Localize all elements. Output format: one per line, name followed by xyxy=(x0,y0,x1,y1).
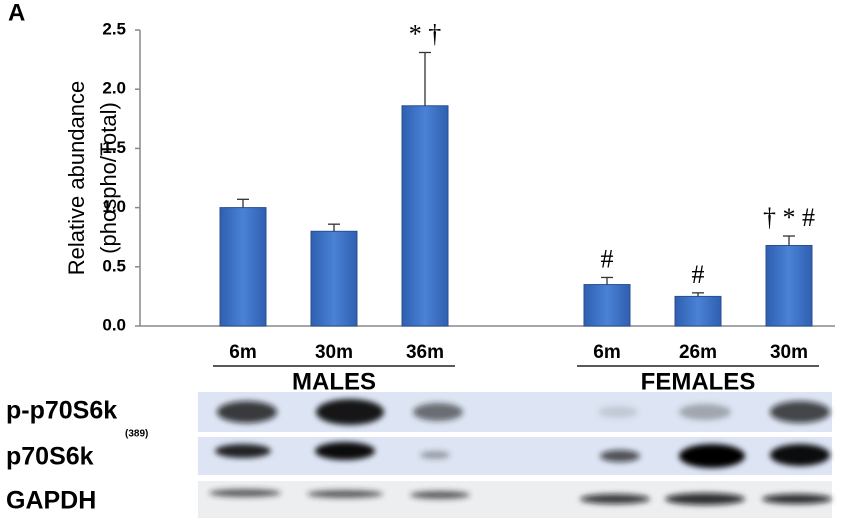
x-tick-label: 36m xyxy=(406,342,444,363)
annotation: # xyxy=(601,244,614,273)
y-tick-label: 0.5 xyxy=(102,256,126,275)
x-tick-label: 6m xyxy=(229,342,256,363)
x-tick-label: 30m xyxy=(315,342,353,363)
annotation: † * # xyxy=(763,203,815,232)
y-tick-label: 1.5 xyxy=(102,138,126,157)
bar xyxy=(675,296,721,326)
x-tick-label: 6m xyxy=(593,342,620,363)
annotation: * † xyxy=(409,19,442,48)
bar xyxy=(220,208,266,326)
blot-label: p70S6k xyxy=(6,443,94,471)
figure: A Relative abundance (phospho/Total) xyxy=(0,0,841,519)
blot-sublabel: (389) xyxy=(125,429,148,440)
blot-label: GAPDH xyxy=(6,487,96,515)
x-tick-label: 30m xyxy=(770,342,808,363)
panel-label: A xyxy=(8,0,25,26)
annotation: # xyxy=(692,260,705,289)
group-label: FEMALES xyxy=(641,368,756,395)
blot-label: p-p70S6k xyxy=(6,397,117,425)
y-tick-label: 2.0 xyxy=(102,79,126,98)
bar xyxy=(584,285,630,326)
bar xyxy=(402,106,448,326)
group-label: MALES xyxy=(292,368,376,395)
x-tick-label: 26m xyxy=(679,342,717,363)
bar xyxy=(311,231,357,326)
y-tick-label: 2.5 xyxy=(102,19,126,38)
y-axis-label: (phospho/Total) xyxy=(96,102,121,254)
y-tick-label: 0.0 xyxy=(102,315,126,334)
bar xyxy=(766,245,812,326)
y-axis-label: Relative abundance xyxy=(64,81,89,275)
y-tick-label: 1.0 xyxy=(102,197,126,216)
blot-images xyxy=(198,392,832,518)
